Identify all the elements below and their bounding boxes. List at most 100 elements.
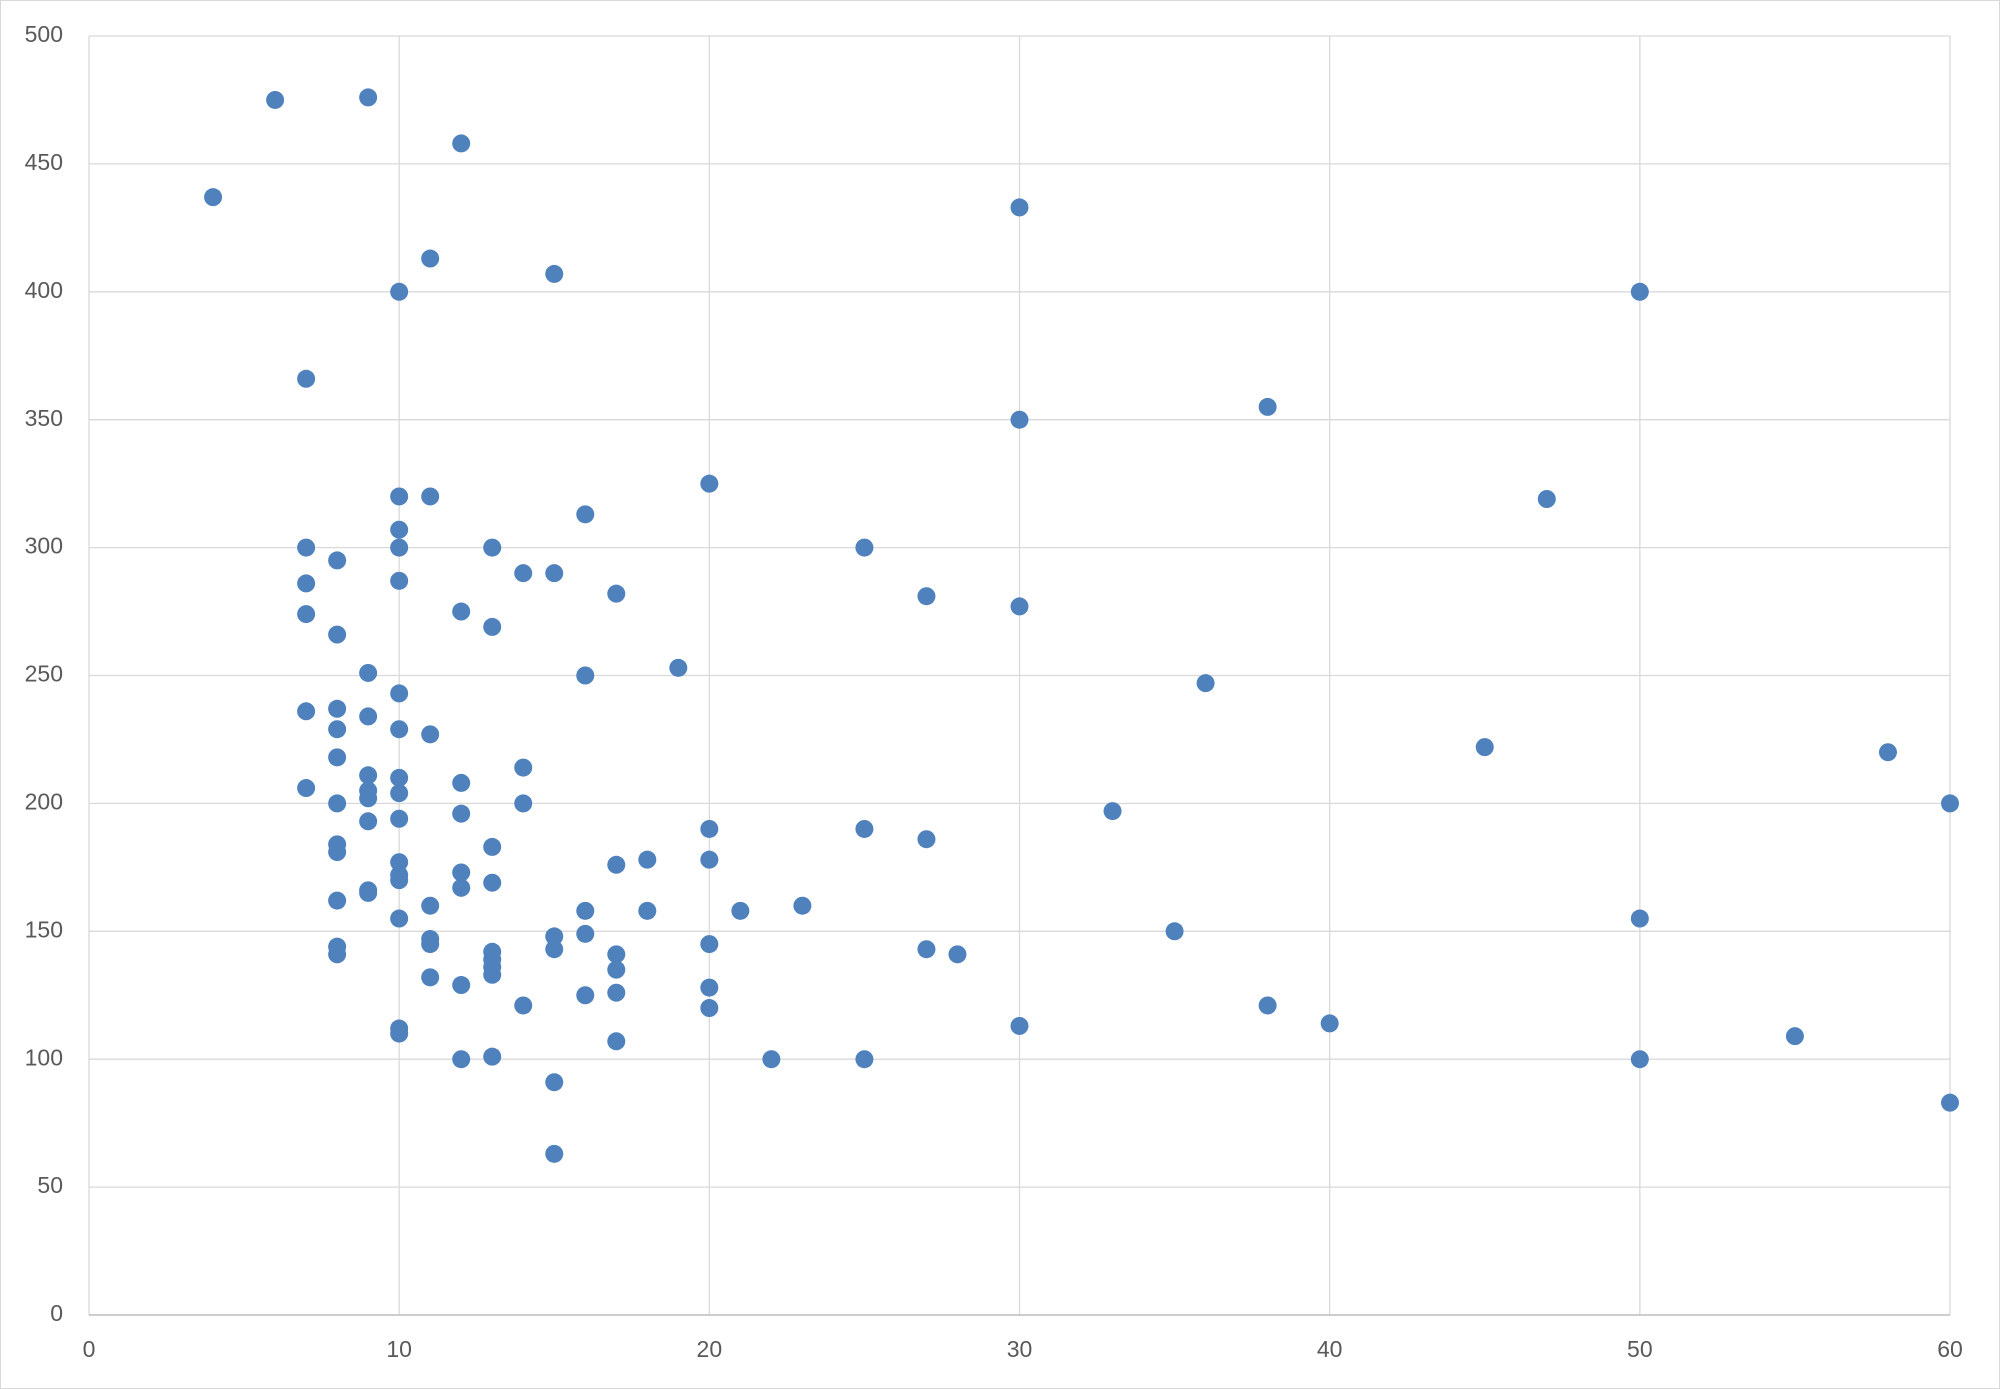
- point: [700, 850, 719, 869]
- point: [390, 538, 409, 557]
- point: [421, 896, 440, 915]
- point: [1196, 674, 1215, 693]
- point: [700, 935, 719, 954]
- point: [452, 976, 471, 995]
- y-tick-label: 100: [25, 1044, 63, 1070]
- point: [204, 188, 223, 207]
- point: [514, 996, 533, 1015]
- y-tick-label: 150: [25, 916, 63, 942]
- point: [514, 564, 533, 583]
- point: [1878, 743, 1897, 762]
- point: [576, 901, 595, 920]
- point: [607, 584, 626, 603]
- point: [514, 794, 533, 813]
- point: [514, 758, 533, 777]
- y-tick-label: 0: [50, 1300, 63, 1326]
- point: [545, 564, 564, 583]
- point: [421, 249, 440, 268]
- point: [545, 940, 564, 959]
- point: [452, 134, 471, 153]
- point: [452, 773, 471, 792]
- point: [328, 720, 347, 739]
- point: [607, 960, 626, 979]
- point: [297, 605, 316, 624]
- point: [638, 850, 657, 869]
- x-tick-label: 40: [1317, 1336, 1343, 1362]
- point: [359, 663, 378, 682]
- point: [328, 625, 347, 644]
- point: [1165, 922, 1184, 941]
- point: [328, 891, 347, 910]
- point: [700, 999, 719, 1018]
- point: [545, 264, 564, 283]
- point: [390, 684, 409, 703]
- point: [359, 766, 378, 785]
- point: [576, 505, 595, 524]
- point: [917, 587, 936, 606]
- point: [390, 784, 409, 803]
- y-tick-label: 350: [25, 405, 63, 431]
- point: [421, 968, 440, 987]
- y-tick-label: 250: [25, 661, 63, 687]
- y-tick-label: 300: [25, 533, 63, 559]
- point: [483, 837, 502, 856]
- x-tick-label: 10: [386, 1336, 412, 1362]
- point: [1258, 397, 1277, 416]
- point: [700, 819, 719, 838]
- point: [328, 748, 347, 767]
- point: [452, 1050, 471, 1069]
- point: [359, 883, 378, 902]
- point: [731, 901, 750, 920]
- point: [700, 978, 719, 997]
- point: [483, 1047, 502, 1066]
- point: [948, 945, 967, 964]
- point: [297, 538, 316, 557]
- point: [297, 574, 316, 593]
- point: [545, 927, 564, 946]
- point: [793, 896, 812, 915]
- point: [328, 945, 347, 964]
- point: [545, 1144, 564, 1163]
- point: [576, 986, 595, 1005]
- point: [390, 282, 409, 301]
- point: [669, 658, 688, 677]
- point: [266, 90, 285, 109]
- point: [545, 1073, 564, 1092]
- point: [576, 924, 595, 943]
- point: [390, 520, 409, 539]
- point: [1630, 282, 1649, 301]
- point: [390, 768, 409, 787]
- point: [297, 702, 316, 721]
- point: [452, 602, 471, 621]
- point: [1010, 1016, 1029, 1035]
- point: [607, 945, 626, 964]
- point: [1103, 802, 1122, 821]
- point: [1010, 198, 1029, 217]
- point: [1475, 738, 1494, 757]
- point: [452, 863, 471, 882]
- point: [855, 1050, 874, 1069]
- point: [359, 707, 378, 726]
- y-tick-label: 500: [25, 21, 63, 47]
- point: [452, 804, 471, 823]
- point: [1941, 794, 1959, 813]
- point: [1258, 996, 1277, 1015]
- point: [328, 699, 347, 718]
- point: [855, 819, 874, 838]
- point: [638, 901, 657, 920]
- point: [421, 935, 440, 954]
- point: [297, 779, 316, 798]
- point: [762, 1050, 781, 1069]
- point: [421, 487, 440, 506]
- x-tick-label: 0: [83, 1336, 96, 1362]
- point: [359, 88, 378, 107]
- point: [483, 538, 502, 557]
- point: [483, 965, 502, 984]
- point: [1320, 1014, 1339, 1033]
- point: [421, 725, 440, 744]
- point: [917, 830, 936, 849]
- point: [1010, 597, 1029, 616]
- point: [390, 720, 409, 739]
